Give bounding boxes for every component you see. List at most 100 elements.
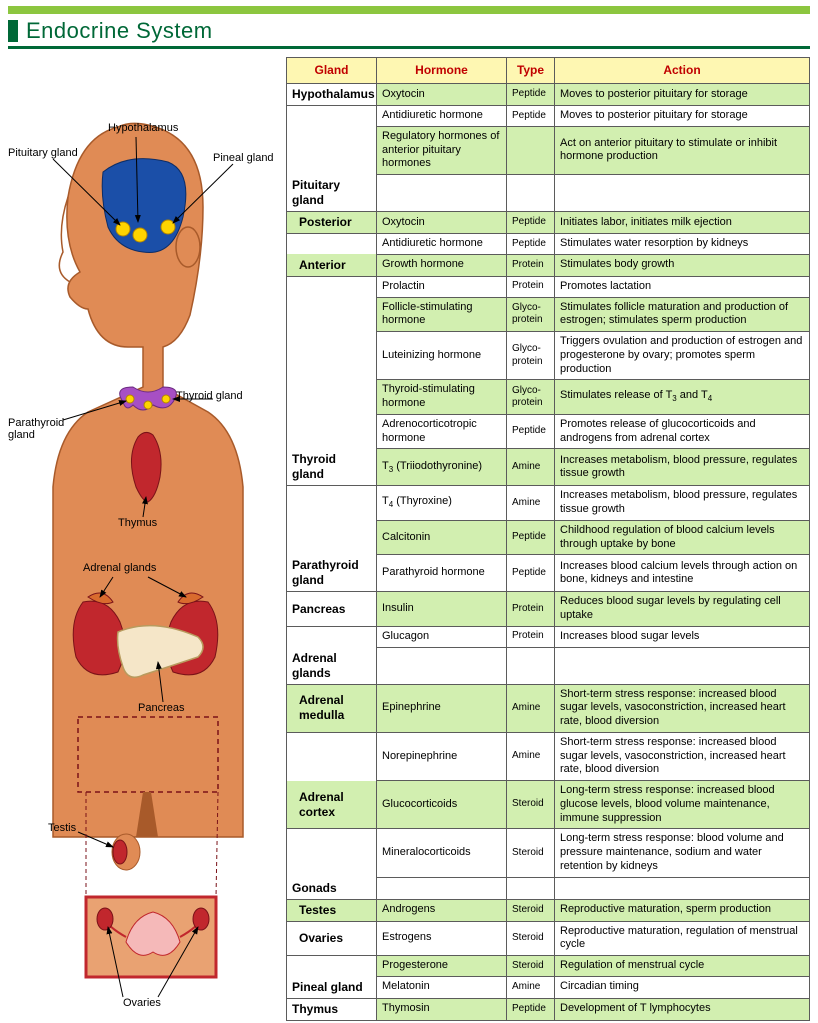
label-pituitary: Pituitary gland	[8, 147, 78, 159]
table-row: Pituitary gland	[287, 175, 810, 212]
table-row: GlucagonProteinIncreases blood sugar lev…	[287, 626, 810, 647]
cell-type: Amine	[507, 684, 555, 732]
cell-gland	[287, 486, 377, 521]
cell-gland	[287, 234, 377, 255]
table-row: Antidiuretic hormonePeptideMoves to post…	[287, 106, 810, 127]
cell-type: Steroid	[507, 899, 555, 921]
table-row: PosteriorOxytocinPeptideInitiates labor,…	[287, 212, 810, 234]
cell-hormone: Oxytocin	[377, 84, 507, 106]
label-thyroid: Thyroid gland	[176, 390, 243, 402]
cell-gland: Adrenal medulla	[287, 684, 377, 732]
cell-hormone: Parathyroid hormone	[377, 555, 507, 592]
table-row: CalcitoninPeptideChildhood regulation of…	[287, 520, 810, 555]
cell-type: Steroid	[507, 921, 555, 956]
table-row: ProgesteroneSteroidRegulation of menstru…	[287, 956, 810, 977]
cell-type: Glyco-protein	[507, 297, 555, 332]
cell-gland: Adrenal cortex	[287, 781, 377, 829]
cell-gland: Pituitary gland	[287, 175, 377, 212]
cell-action: Promotes release of glucocorticoids and …	[555, 414, 810, 449]
table-header-row: Gland Hormone Type Action	[287, 58, 810, 84]
cell-type: Amine	[507, 486, 555, 521]
cell-action: Long-term stress response: blood volume …	[555, 829, 810, 877]
cell-type: Peptide	[507, 234, 555, 255]
anatomy-diagram: Hypothalamus Pituitary gland Pineal glan…	[8, 57, 280, 1017]
label-ovaries: Ovaries	[123, 997, 161, 1009]
cell-gland	[287, 126, 377, 174]
cell-hormone: Prolactin	[377, 276, 507, 297]
cell-hormone: Calcitonin	[377, 520, 507, 555]
cell-type	[507, 877, 555, 899]
cell-hormone	[377, 647, 507, 684]
cell-type: Amine	[507, 732, 555, 780]
cell-type	[507, 647, 555, 684]
cell-hormone: Antidiuretic hormone	[377, 234, 507, 255]
th-action: Action	[555, 58, 810, 84]
cell-type: Amine	[507, 449, 555, 486]
cell-hormone: Glucagon	[377, 626, 507, 647]
cell-action: Increases blood calcium levels through a…	[555, 555, 810, 592]
cell-gland: Pineal gland	[287, 976, 377, 998]
cell-type: Glyco-protein	[507, 380, 555, 415]
cell-hormone: Epinephrine	[377, 684, 507, 732]
label-pineal: Pineal gland	[213, 152, 274, 164]
cell-gland	[287, 732, 377, 780]
cell-hormone: Mineralocorticoids	[377, 829, 507, 877]
cell-hormone: Follicle-stimulating hormone	[377, 297, 507, 332]
cell-action: Reproductive maturation, sperm productio…	[555, 899, 810, 921]
cell-gland	[287, 332, 377, 380]
cell-gland	[287, 106, 377, 127]
cell-type: Peptide	[507, 212, 555, 234]
cell-hormone: Melatonin	[377, 976, 507, 998]
table-row: ThymusThymosinPeptideDevelopment of T ly…	[287, 998, 810, 1020]
cell-action	[555, 175, 810, 212]
table-row: PancreasInsulinProteinReduces blood suga…	[287, 592, 810, 627]
cell-action: Short-term stress response: increased bl…	[555, 684, 810, 732]
cell-type: Peptide	[507, 520, 555, 555]
cell-gland	[287, 626, 377, 647]
cell-type: Peptide	[507, 555, 555, 592]
cell-hormone	[377, 877, 507, 899]
label-hypothalamus: Hypothalamus	[108, 122, 178, 134]
cell-type: Protein	[507, 592, 555, 627]
cell-type: Amine	[507, 976, 555, 998]
cell-type: Peptide	[507, 998, 555, 1020]
table-row: Adrenal medullaEpinephrineAmineShort-ter…	[287, 684, 810, 732]
label-testis: Testis	[48, 822, 76, 834]
cell-action: Circadian timing	[555, 976, 810, 998]
table-row: AnteriorGrowth hormoneProteinStimulates …	[287, 254, 810, 276]
cell-gland	[287, 956, 377, 977]
cell-action: Promotes lactation	[555, 276, 810, 297]
cell-gland: Ovaries	[287, 921, 377, 956]
cell-action: Regulation of menstrual cycle	[555, 956, 810, 977]
cell-action: Increases blood sugar levels	[555, 626, 810, 647]
cell-type: Protein	[507, 276, 555, 297]
cell-hormone: Insulin	[377, 592, 507, 627]
cell-hormone: Growth hormone	[377, 254, 507, 276]
table-row: Adrenal glands	[287, 647, 810, 684]
cell-hormone: T3 (Triiodothyronine)	[377, 449, 507, 486]
table-row: TestesAndrogensSteroidReproductive matur…	[287, 899, 810, 921]
cell-action: Long-term stress response: increased blo…	[555, 781, 810, 829]
cell-type: Glyco-protein	[507, 332, 555, 380]
cell-type: Peptide	[507, 414, 555, 449]
cell-hormone: Glucocorticoids	[377, 781, 507, 829]
th-hormone: Hormone	[377, 58, 507, 84]
cell-gland	[287, 829, 377, 877]
cell-hormone	[377, 175, 507, 212]
cell-gland: Testes	[287, 899, 377, 921]
cell-hormone: Regulatory hormones of anterior pituitar…	[377, 126, 507, 174]
title-rule	[8, 46, 810, 49]
table-row: Thyroid-stimulating hormoneGlyco-protein…	[287, 380, 810, 415]
table-row: Regulatory hormones of anterior pituitar…	[287, 126, 810, 174]
top-accent-bar	[8, 6, 810, 14]
cell-type: Steroid	[507, 781, 555, 829]
cell-gland	[287, 276, 377, 297]
cell-gland: Adrenal glands	[287, 647, 377, 684]
cell-action	[555, 877, 810, 899]
cell-action	[555, 647, 810, 684]
cell-type	[507, 126, 555, 174]
cell-hormone: Antidiuretic hormone	[377, 106, 507, 127]
cell-action: Reproductive maturation, regulation of m…	[555, 921, 810, 956]
cell-action: Increases metabolism, blood pressure, re…	[555, 486, 810, 521]
cell-gland: Hypothalamus	[287, 84, 377, 106]
